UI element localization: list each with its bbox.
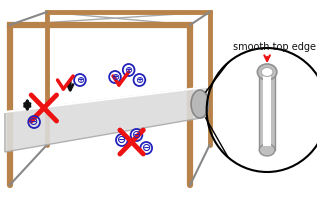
Ellipse shape <box>261 68 273 76</box>
Text: ⊕: ⊕ <box>124 65 133 75</box>
Text: ⊕: ⊕ <box>111 72 119 82</box>
Polygon shape <box>5 87 207 152</box>
Text: ⊕: ⊕ <box>135 75 143 85</box>
Text: ⊖: ⊖ <box>132 130 141 140</box>
Ellipse shape <box>259 144 275 156</box>
Text: smooth top edge: smooth top edge <box>233 42 317 52</box>
Ellipse shape <box>191 90 209 118</box>
Text: ⊖: ⊖ <box>142 143 151 153</box>
Polygon shape <box>263 74 271 146</box>
Text: ⊖: ⊖ <box>117 135 126 145</box>
Ellipse shape <box>257 64 277 80</box>
Text: ⊕: ⊕ <box>76 75 84 85</box>
Text: ⊖: ⊖ <box>30 117 39 127</box>
Polygon shape <box>259 68 275 150</box>
